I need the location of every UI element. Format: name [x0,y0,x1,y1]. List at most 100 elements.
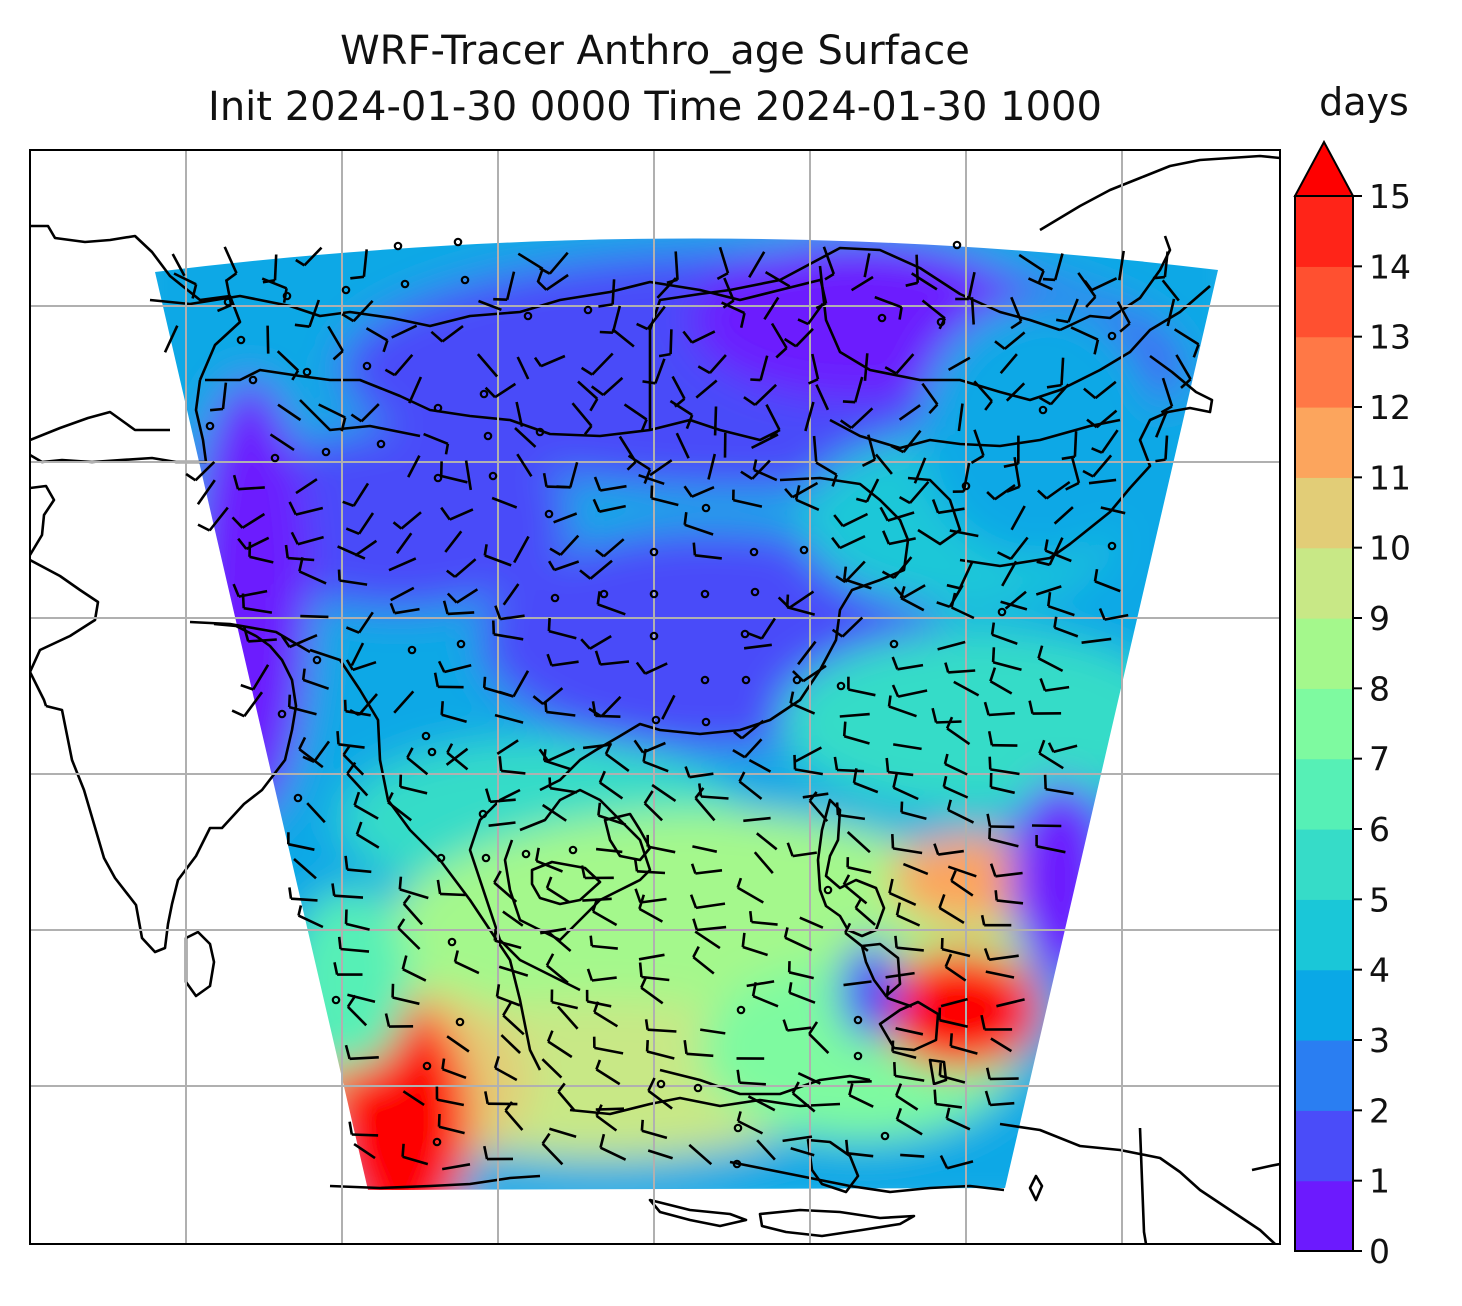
calm-wind-marker [952,240,962,250]
wind-barb-shaft [224,279,233,306]
wind-barb-flag [985,1067,991,1080]
wind-barb-shaft [760,617,776,640]
wind-barb-shaft [1164,435,1169,460]
wind-barb-flag [284,544,289,559]
wind-barb-shaft [600,660,630,666]
wind-barb-shaft [358,512,375,535]
wind-barb-flag [436,879,442,895]
wind-barb-flag [493,928,497,941]
wind-barb-shaft [638,907,664,923]
wind-barb-shaft [513,535,530,564]
coastline [205,368,781,442]
wind-barb-shaft [897,663,924,671]
coastline [30,671,48,707]
wind-barb-shaft [600,695,622,718]
wind-barb-flag [684,766,691,778]
wind-barb-shaft [888,537,916,546]
colorbar-tick-label: 2 [1369,1091,1390,1130]
wind-barb-flag [433,672,440,688]
wind-barb-flag [1091,447,1103,454]
wind-barb-shaft [790,702,816,715]
wind-barb-shaft [808,1032,830,1055]
wind-barb-flag [861,458,876,467]
wind-barb-flag [994,340,1006,350]
wind-barb-flag [345,659,354,671]
wind-barb-shaft [221,382,228,410]
wind-barb-shaft [556,1005,579,1030]
wind-barb-shaft [691,330,716,344]
wind-barb-shaft [347,868,372,874]
wind-barb-flag [1042,277,1056,282]
wind-barb-flag [406,747,414,759]
wind-barb-shaft [446,1035,470,1053]
wind-barb-shaft [290,897,318,902]
wind-barb-flag [786,842,794,857]
wind-barb-flag [938,317,947,330]
wind-barb-flag [633,858,639,872]
wind-barb-shaft [692,845,718,853]
wind-barb-flag [237,537,248,550]
colorbar-band [1295,407,1353,478]
coastline [569,1096,841,1116]
wind-barb-flag [302,755,315,763]
coastline [1251,1162,1280,1172]
wind-barb-shaft [498,965,529,977]
wind-barb-shaft [557,1090,576,1112]
wind-barb-shaft [345,922,370,931]
wind-barb-flag [301,668,306,681]
wind-barb-shaft [802,664,827,683]
wind-barb-shaft [353,804,379,820]
wind-barb-flag [891,834,895,849]
wind-barb-shaft [500,1034,521,1054]
wind-barb-flag [492,620,496,635]
calm-wind-marker [853,1015,863,1025]
wind-barb-flag [640,1119,644,1131]
wind-barb-shaft [488,821,516,827]
colorbar-tick-label: 14 [1369,247,1411,286]
coastline [648,1198,748,1228]
wind-barb-flag [580,638,591,650]
wind-barb-shaft [892,743,922,751]
coastline [530,860,602,906]
wind-barb-shaft [352,300,374,322]
wind-barb-shaft [334,894,364,899]
wind-barb-shaft [261,277,288,290]
wind-barb-shaft [484,554,512,567]
wind-barb-shaft [746,980,775,988]
wind-barb-shaft [743,816,771,823]
wind-barb-shaft [913,457,927,484]
wind-barb-flag [1038,739,1046,754]
wind-barb-shaft [944,762,968,776]
wind-barb-flag [1047,742,1055,753]
wind-barb-flag [232,583,241,598]
wind-barb-shaft [1100,506,1126,515]
wind-barb-flag [197,523,211,532]
calm-wind-marker [427,747,437,757]
colorbar-band [1295,829,1353,900]
wind-barb-shaft [1060,357,1065,386]
wind-barb-shaft [502,583,520,606]
wind-barb-shaft [967,271,976,300]
wind-barb-shaft [496,739,519,755]
wind-barb-shaft [505,271,516,301]
wind-barb-shaft [397,927,421,950]
wind-barb-shaft [597,603,626,616]
wind-barb-shaft [661,694,676,720]
wind-barb-flag [884,366,897,375]
wind-barb-shaft [836,768,865,773]
wind-barb-shaft [843,980,872,987]
wind-barb-flag [541,1132,551,1145]
coastline [878,1000,940,1052]
wind-barb-flag [1093,568,1099,582]
calm-wind-marker [277,709,287,719]
wind-barb-shaft [1070,326,1099,341]
wind-barb-flag [337,936,342,950]
wind-barb-shaft [541,1142,564,1166]
wind-barb-shaft [751,459,771,480]
wind-barb-shaft [636,870,666,875]
wind-barb-shaft [973,380,993,402]
wind-barb-shaft [752,994,779,1008]
coastline [603,812,652,862]
wind-barb-shaft [494,939,522,950]
